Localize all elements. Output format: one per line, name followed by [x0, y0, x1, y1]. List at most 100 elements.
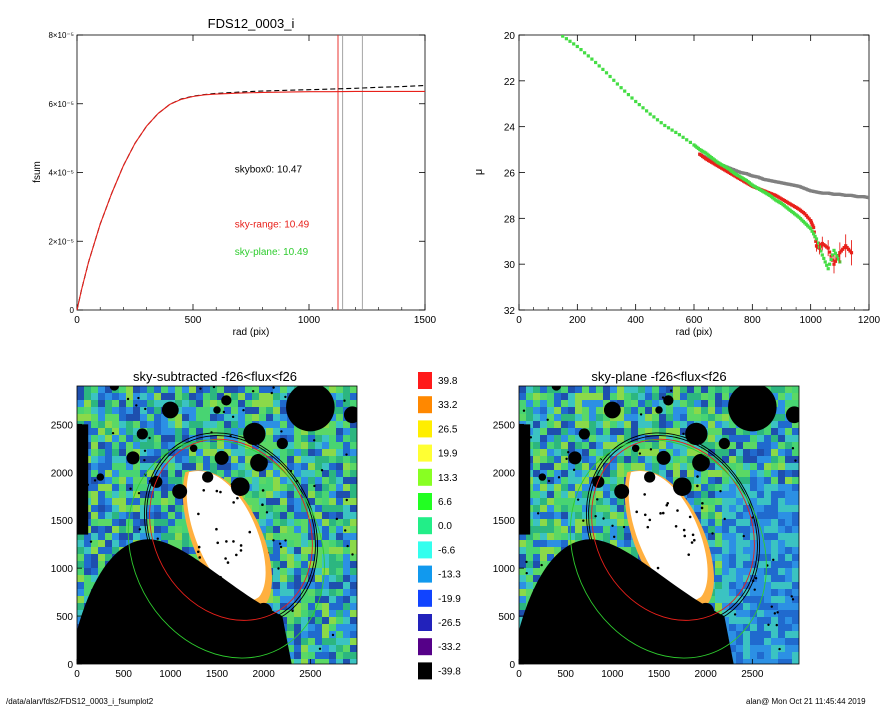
image-noise-cell — [547, 400, 554, 407]
image-noise-cell — [154, 393, 161, 400]
image-noise-cell — [785, 477, 792, 484]
image-noise-cell — [540, 526, 547, 533]
image-noise-cell — [266, 519, 273, 526]
image-noise-cell — [329, 568, 336, 575]
image-noise-cell — [771, 505, 778, 512]
image-noise-cell — [343, 498, 350, 505]
image-noise-cell — [778, 652, 785, 659]
image-noise-cell — [259, 470, 266, 477]
image-noise-cell — [301, 498, 308, 505]
image-noise-cell — [175, 393, 182, 400]
star-mask — [272, 539, 275, 542]
image-noise-cell — [561, 519, 568, 526]
core-mask — [261, 503, 264, 507]
image-noise-cell — [603, 470, 610, 477]
image-noise-cell — [533, 561, 540, 568]
image-noise-cell — [315, 589, 322, 596]
image-noise-cell — [280, 533, 287, 540]
mu-point — [561, 35, 565, 38]
image-x-tick-label: 1000 — [159, 669, 182, 680]
image-noise-cell — [329, 512, 336, 519]
image-noise-cell — [778, 645, 785, 652]
image-noise-cell — [336, 652, 343, 659]
image-noise-cell — [792, 603, 799, 610]
image-noise-cell — [743, 533, 750, 540]
image-noise-cell — [603, 428, 610, 435]
image-noise-cell — [329, 624, 336, 631]
image-noise-cell — [778, 603, 785, 610]
image-noise-cell — [533, 456, 540, 463]
image-noise-cell — [785, 526, 792, 533]
image-noise-cell — [315, 442, 322, 449]
image-noise-cell — [238, 449, 245, 456]
image-x-tick-label: 1500 — [648, 669, 671, 680]
image-noise-cell — [547, 526, 554, 533]
image-noise-cell — [617, 400, 624, 407]
image-noise-cell — [294, 561, 301, 568]
image-noise-cell — [105, 533, 112, 540]
image-noise-cell — [91, 547, 98, 554]
image-noise-cell — [273, 505, 280, 512]
image-noise-cell — [315, 498, 322, 505]
image-noise-cell — [743, 505, 750, 512]
image-noise-cell — [140, 512, 147, 519]
image-noise-cell — [336, 400, 343, 407]
image-noise-cell — [119, 491, 126, 498]
image-noise-cell — [336, 491, 343, 498]
core-mask — [239, 549, 243, 552]
image-noise-cell — [680, 414, 687, 421]
image-noise-cell — [750, 575, 757, 582]
image-noise-cell — [168, 512, 175, 519]
image-noise-cell — [294, 568, 301, 575]
image-noise-cell — [189, 414, 196, 421]
image-noise-cell — [273, 421, 280, 428]
image-x-tick-label: 0 — [516, 669, 522, 680]
image-noise-cell — [715, 463, 722, 470]
image-noise-cell — [91, 442, 98, 449]
image-noise-cell — [554, 498, 561, 505]
image-x-tick-label: 2000 — [695, 669, 718, 680]
image-noise-cell — [203, 407, 210, 414]
image-noise-cell — [329, 596, 336, 603]
image-noise-cell — [547, 414, 554, 421]
image-noise-cell — [785, 631, 792, 638]
image-noise-cell — [533, 491, 540, 498]
image-noise-cell — [533, 421, 540, 428]
image-noise-cell — [161, 400, 168, 407]
mu-point — [648, 112, 652, 116]
image-noise-cell — [196, 428, 203, 435]
image-noise-cell — [189, 428, 196, 435]
image-noise-cell — [252, 449, 259, 456]
mu-point — [825, 263, 829, 267]
image-noise-cell — [147, 386, 154, 393]
image-noise-cell — [175, 477, 182, 484]
image-noise-cell — [764, 610, 771, 617]
image-noise-cell — [694, 449, 701, 456]
image-noise-cell — [280, 519, 287, 526]
image-noise-cell — [750, 463, 757, 470]
image-noise-cell — [350, 456, 357, 463]
image-noise-cell — [329, 435, 336, 442]
source-mask — [172, 483, 188, 499]
image-noise-cell — [778, 491, 785, 498]
image-noise-cell — [238, 470, 245, 477]
mu-point — [619, 86, 623, 90]
image-noise-cell — [182, 421, 189, 428]
image-noise-cell — [743, 428, 750, 435]
image-noise-cell — [126, 407, 133, 414]
image-noise-cell — [743, 638, 750, 645]
image-noise-cell — [294, 435, 301, 442]
source-mask — [96, 473, 105, 481]
image-noise-cell — [161, 435, 168, 442]
image-noise-cell — [126, 533, 133, 540]
image-noise-cell — [98, 456, 105, 463]
core-mask — [226, 561, 230, 564]
image-noise-cell — [708, 421, 715, 428]
image-noise-cell — [687, 498, 694, 505]
image-noise-cell — [589, 449, 596, 456]
image-noise-cell — [533, 470, 540, 477]
image-noise-cell — [280, 491, 287, 498]
star-mask — [222, 410, 226, 414]
image-noise-cell — [561, 407, 568, 414]
image-noise-cell — [175, 435, 182, 442]
